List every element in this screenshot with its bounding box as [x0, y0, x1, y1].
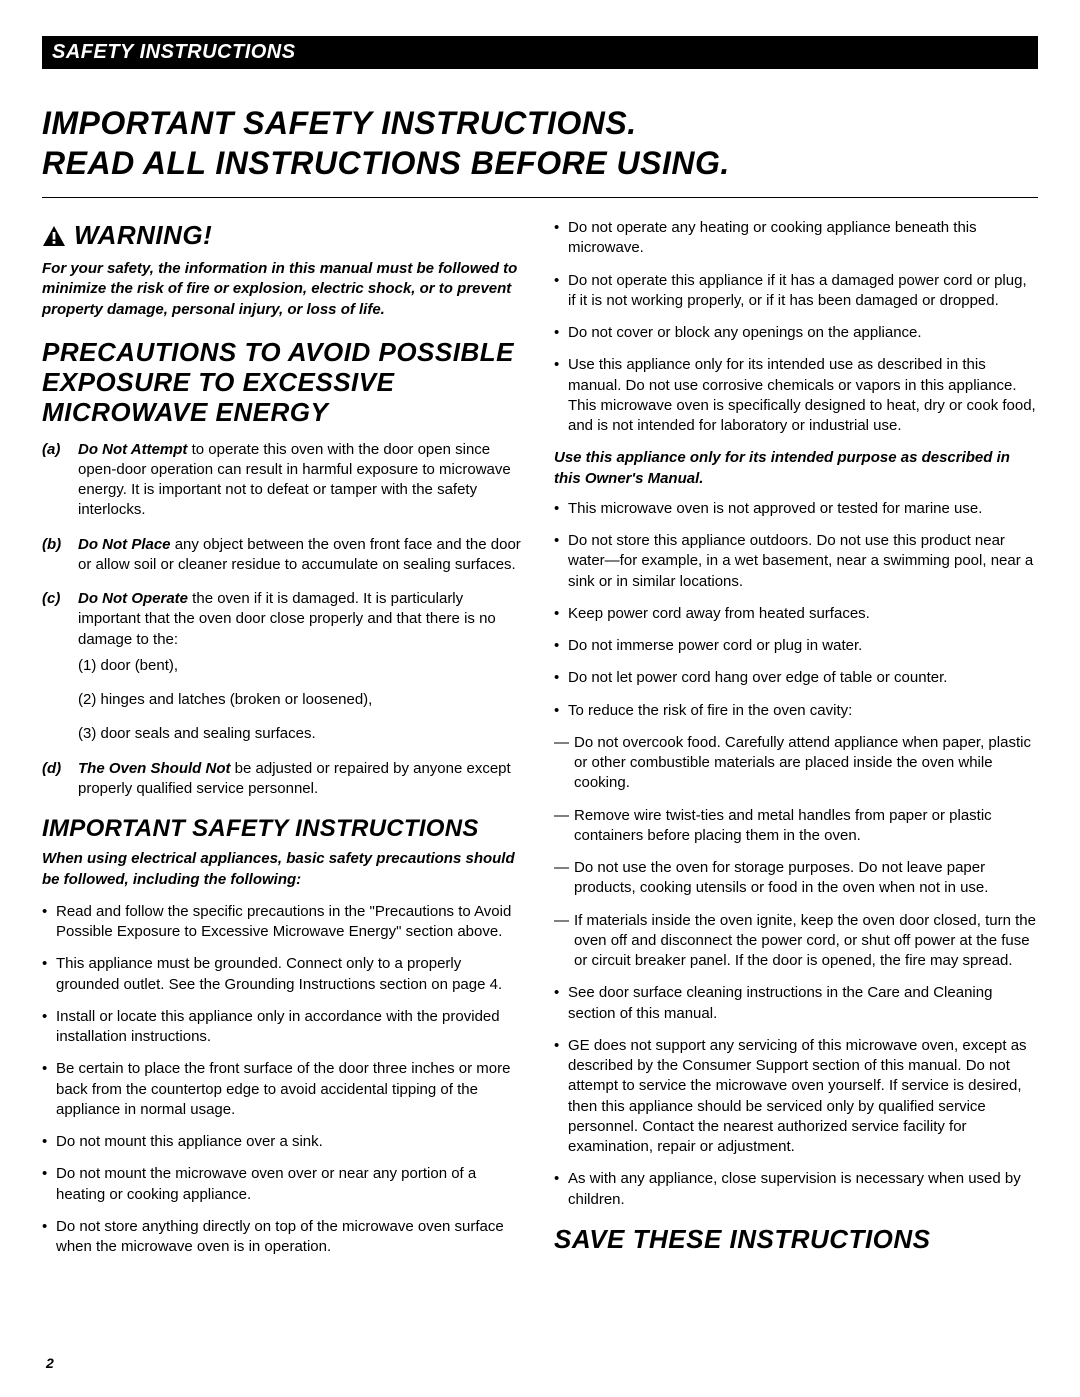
list-item: As with any appliance, close supervision… [554, 1169, 1038, 1210]
list-item: Remove wire twist-ties and metal handles… [554, 806, 1038, 847]
warning-heading: WARNING! [42, 218, 526, 253]
precaution-label: (c) [42, 589, 68, 745]
list-item: To reduce the risk of fire in the oven c… [554, 701, 1038, 721]
precaution-body: Do Not Operate the oven if it is damaged… [78, 589, 526, 745]
precaution-sub-1: (1) door (bent), [78, 656, 526, 676]
precaution-lead: Do Not Operate [78, 590, 188, 607]
list-item: Do not operate any heating or cooking ap… [554, 218, 1038, 259]
precaution-lead: Do Not Place [78, 536, 171, 553]
isi-heading: IMPORTANT SAFETY INSTRUCTIONS [42, 813, 526, 845]
left-column: WARNING! For your safety, the informatio… [42, 218, 526, 1269]
precaution-label: (d) [42, 759, 68, 800]
list-item: Do not mount the microwave oven over or … [42, 1164, 526, 1205]
precaution-body: The Oven Should Not be adjusted or repai… [78, 759, 526, 800]
precaution-a: (a) Do Not Attempt to operate this oven … [42, 440, 526, 521]
main-heading-line1: IMPORTANT SAFETY INSTRUCTIONS. [42, 105, 637, 141]
bold-note: Use this appliance only for its intended… [554, 448, 1038, 489]
precaution-sub-3: (3) door seals and sealing surfaces. [78, 724, 526, 744]
fire-risk-dashes: Do not overcook food. Carefully attend a… [554, 733, 1038, 972]
list-item: Do not operate this appliance if it has … [554, 271, 1038, 312]
list-item: Do not store anything directly on top of… [42, 1217, 526, 1258]
precaution-c: (c) Do Not Operate the oven if it is dam… [42, 589, 526, 745]
isi-list-col2-top: Do not operate any heating or cooking ap… [554, 218, 1038, 436]
list-item: Read and follow the specific precautions… [42, 902, 526, 943]
list-item: Do not let power cord hang over edge of … [554, 668, 1038, 688]
save-heading: SAVE THESE INSTRUCTIONS [554, 1222, 1038, 1257]
right-column: Do not operate any heating or cooking ap… [554, 218, 1038, 1269]
main-heading-line2: READ ALL INSTRUCTIONS BEFORE USING. [42, 145, 730, 181]
isi-intro: When using electrical appliances, basic … [42, 849, 526, 890]
list-item: Do not use the oven for storage purposes… [554, 858, 1038, 899]
precaution-lead: The Oven Should Not [78, 760, 231, 777]
list-item: Use this appliance only for its intended… [554, 355, 1038, 436]
list-item: This microwave oven is not approved or t… [554, 499, 1038, 519]
list-item: Do not mount this appliance over a sink. [42, 1132, 526, 1152]
list-item: Do not cover or block any openings on th… [554, 323, 1038, 343]
precaution-d: (d) The Oven Should Not be adjusted or r… [42, 759, 526, 800]
warning-intro: For your safety, the information in this… [42, 259, 526, 320]
list-item: Keep power cord away from heated surface… [554, 604, 1038, 624]
isi-list-col1: Read and follow the specific precautions… [42, 902, 526, 1258]
list-item: Do not overcook food. Carefully attend a… [554, 733, 1038, 794]
main-heading: IMPORTANT SAFETY INSTRUCTIONS. READ ALL … [42, 103, 1038, 198]
list-item: Do not store this appliance outdoors. Do… [554, 531, 1038, 592]
isi-list-col2-bottom: See door surface cleaning instructions i… [554, 983, 1038, 1210]
precaution-label: (a) [42, 440, 68, 521]
warning-label: WARNING! [74, 218, 212, 253]
list-item: Do not immerse power cord or plug in wat… [554, 636, 1038, 656]
precaution-b: (b) Do Not Place any object between the … [42, 535, 526, 576]
list-item: This appliance must be grounded. Connect… [42, 954, 526, 995]
list-item: If materials inside the oven ignite, kee… [554, 911, 1038, 972]
two-column-layout: WARNING! For your safety, the informatio… [42, 218, 1038, 1269]
precaution-body: Do Not Attempt to operate this oven with… [78, 440, 526, 521]
list-item: Be certain to place the front surface of… [42, 1059, 526, 1120]
page-number: 2 [46, 1355, 54, 1371]
list-item: See door surface cleaning instructions i… [554, 983, 1038, 1024]
isi-list-col2-mid: This microwave oven is not approved or t… [554, 499, 1038, 721]
precautions-heading: PRECAUTIONS TO AVOID POSSIBLE EXPOSURE T… [42, 338, 526, 428]
precaution-sub-2: (2) hinges and latches (broken or loosen… [78, 690, 526, 710]
precaution-body: Do Not Place any object between the oven… [78, 535, 526, 576]
section-bar: SAFETY INSTRUCTIONS [42, 36, 1038, 69]
list-item: GE does not support any servicing of thi… [554, 1036, 1038, 1158]
list-item: Install or locate this appliance only in… [42, 1007, 526, 1048]
precaution-lead: Do Not Attempt [78, 441, 187, 458]
precautions-list: (a) Do Not Attempt to operate this oven … [42, 440, 526, 800]
warning-triangle-icon [42, 225, 66, 247]
precaution-label: (b) [42, 535, 68, 576]
